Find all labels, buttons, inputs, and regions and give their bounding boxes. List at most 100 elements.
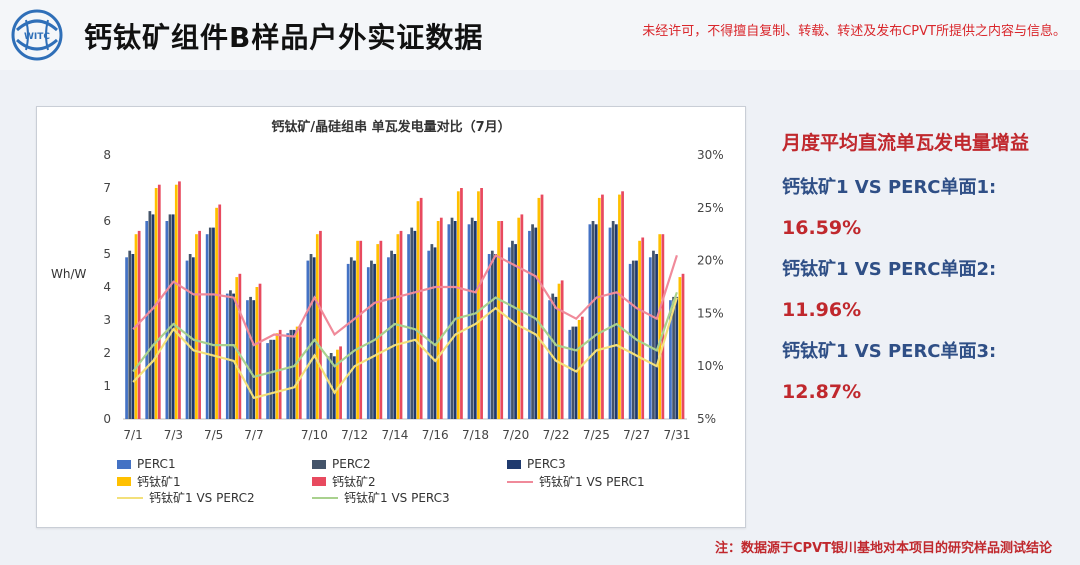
bar-PERC2 [208,227,212,419]
bar-PERC3 [171,214,175,419]
x-tick-label: 7/25 [583,428,610,442]
bar-钙钛矿2 [460,188,463,419]
bar-PERC2 [450,217,454,419]
legend-label: PERC3 [527,457,566,471]
bar-PERC2 [390,250,393,419]
bar-钙钛矿1 [477,191,480,419]
gain-value-perc3: 12.87% [782,381,862,403]
x-tick-label: 7/7 [244,428,263,442]
bar-钙钛矿1 [376,244,380,419]
bar-PERC3 [534,227,538,419]
copyright-notice: 未经许可，不得擅自复制、转载、转述及发布CPVT所提供之内容与信息。 [642,24,1066,39]
bar-钙钛矿1 [356,240,359,419]
chart-legend: PERC1 PERC2 PERC3 钙钛矿1 钙钛矿2 钙钛矿1 VS PERC1 钙钛矿1… [117,457,737,519]
bar-钙钛矿2 [319,230,322,419]
bar-钙钛矿1 [416,201,420,419]
bar-PERC3 [614,224,618,419]
gain-value-perc1: 16.59% [782,217,862,239]
legend-swatch [312,459,326,469]
bar-钙钛矿1 [618,194,621,419]
legend-item: 钙钛矿1 VS PERC2 [117,489,255,506]
legend-swatch [117,477,131,486]
x-tick-label: 7/3 [164,428,183,442]
legend-line [507,480,533,483]
data-source-footnote: 注：数据源于CPVT银川基地对本项目的研究样品测试结论 [715,541,1052,556]
legend-line [117,496,143,499]
legend-line [312,496,338,499]
y-tick-label: 1 [103,379,111,393]
chart-svg: 钙钛矿/晶硅组串 单瓦发电量对比（7月） Wh/W 0 1 2 3 4 5 6 7 8 5% 10%… [51,119,724,442]
x-tick-label: 7/27 [623,428,650,442]
x-tick-label: 7/16 [422,428,449,442]
bar-钙钛矿2 [661,234,665,419]
gain-label-perc1: 钙钛矿1 VS PERC单面1: [782,177,997,198]
bar-PERC3 [252,300,256,419]
legend-label: 钙钛矿2 [332,475,376,489]
bar-PERC3 [433,247,437,419]
bar-PERC1 [185,260,189,419]
bar-钙钛矿2 [419,197,423,419]
bar-PERC3 [292,329,296,419]
legend-item: PERC2 [312,457,371,471]
bar-PERC2 [490,250,494,419]
bar-PERC1 [225,293,229,419]
bar-钙钛矿2 [621,191,624,419]
legend-item: 钙钛矿1 VS PERC1 [507,473,645,490]
bar-钙钛矿2 [258,283,262,419]
bar-钙钛矿2 [198,230,201,419]
x-tick-label: 7/14 [381,428,408,442]
bar-PERC2 [511,240,514,419]
bar-PERC3 [574,326,578,419]
bar-钙钛矿1 [195,234,198,419]
bar-钙钛矿1 [678,277,682,419]
header-bar: WITC 钙钛矿组件B样品户外实证数据 未经许可，不得擅自复制、转载、转述及发布… [0,0,1080,70]
bar-钙钛矿2 [339,346,342,419]
legend-label: 钙钛矿1 VS PERC2 [149,491,255,505]
y2-tick-label: 5% [697,412,716,426]
bar-PERC2 [148,211,152,419]
bar-PERC2 [229,290,232,419]
y2-tick-label: 30% [697,148,724,162]
bar-钙钛矿1 [638,240,641,419]
bar-PERC2 [370,260,373,419]
logo-text: WITC [24,32,50,42]
gain-label-perc2: 钙钛矿1 VS PERC单面2: [782,259,997,280]
bar-PERC3 [212,227,215,419]
bar-PERC3 [393,254,397,419]
legend-label: 钙钛矿1 VS PERC1 [539,475,645,489]
bar-PERC1 [447,224,451,419]
bar-PERC2 [309,254,313,419]
line-钙钛矿1 VS PERC2 [132,297,678,400]
y2-tick-label: 25% [697,201,724,215]
bar-PERC2 [249,296,252,419]
bar-PERC2 [631,260,635,419]
legend-item: 钙钛矿1 VS PERC3 [312,489,450,506]
bar-钙钛矿1 [295,326,299,419]
bar-PERC1 [346,263,350,419]
bar-PERC2 [269,339,273,419]
y-tick-label: 7 [103,181,111,195]
bar-钙钛矿2 [560,280,564,419]
legend-item: 钙钛矿2 [312,473,376,490]
legend-swatch [312,477,326,486]
bar-PERC1 [568,329,572,419]
bar-PERC1 [326,356,330,419]
bar-钙钛矿2 [601,194,604,419]
legend-label: 钙钛矿1 [137,475,181,489]
bar-PERC2 [591,221,595,419]
bar-PERC1 [487,254,491,419]
legend-item: PERC3 [507,457,566,471]
bar-PERC2 [128,250,132,419]
bar-PERC1 [628,263,632,419]
bar-PERC3 [131,254,135,419]
chart-card: 钙钛矿/晶硅组串 单瓦发电量对比（7月） Wh/W 0 1 2 3 4 5 6 7 8 5% 10%… [36,106,746,528]
x-tick-label: 7/18 [462,428,489,442]
bar-钙钛矿1 [517,217,521,419]
bar-PERC2 [430,244,434,419]
bar-PERC3 [554,296,558,419]
bar-钙钛矿2 [218,204,222,419]
y-tick-label: 3 [103,313,111,327]
bar-钙钛矿1 [658,234,662,419]
x-tick-label: 7/20 [502,428,529,442]
bar-PERC3 [514,244,517,419]
